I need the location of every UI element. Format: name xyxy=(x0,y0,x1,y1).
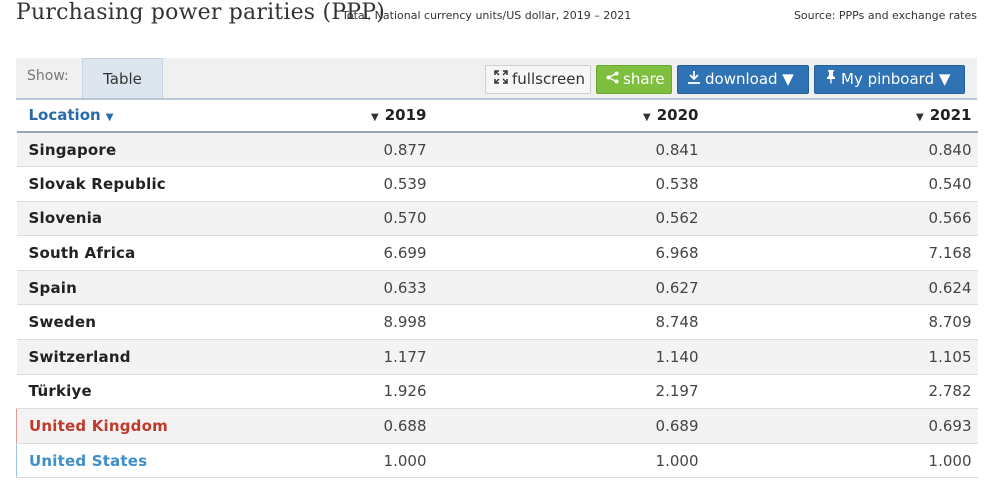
value-cell-2021: 1.105 xyxy=(704,339,978,375)
value-cell-2019: 6.699 xyxy=(196,235,433,271)
fullscreen-icon xyxy=(494,66,508,93)
fullscreen-button[interactable]: fullscreen xyxy=(485,65,591,94)
value-cell-2019: 1.926 xyxy=(196,374,433,410)
table-body: Singapore 0.877 0.841 0.840 Slovak Republic 0… xyxy=(16,132,978,479)
value-cell-2019: 0.570 xyxy=(196,201,433,237)
value-cell-2019: 0.688 xyxy=(196,408,433,444)
pinboard-label: My pinboard ▼ xyxy=(841,70,951,88)
table-row: Spain 0.633 0.627 0.624 xyxy=(16,270,978,306)
value-cell-2021: 0.624 xyxy=(704,270,978,306)
value-cell-2021: 0.566 xyxy=(704,201,978,237)
table-row: Switzerland 1.177 1.140 1.105 xyxy=(16,339,978,375)
pin-icon xyxy=(825,66,837,93)
table-row: Slovenia 0.570 0.562 0.566 xyxy=(16,201,978,237)
table-row: United States 1.000 1.000 1.000 xyxy=(16,443,978,479)
value-cell-2019: 8.998 xyxy=(196,304,433,341)
value-cell-2020: 0.627 xyxy=(432,270,705,306)
value-cell-2020: 2.197 xyxy=(432,374,705,410)
table-row: United Kingdom 0.688 0.689 0.693 xyxy=(16,408,978,444)
location-cell[interactable]: Sweden xyxy=(16,304,197,341)
table-row: Türkiye 1.926 2.197 2.782 xyxy=(16,374,978,410)
tab-table[interactable]: Table xyxy=(82,58,163,98)
location-cell[interactable]: Switzerland xyxy=(16,339,197,375)
toolbar: Show: Table fullscreen share download ▼ … xyxy=(16,58,977,100)
value-cell-2019: 1.177 xyxy=(196,339,433,375)
share-label: share xyxy=(623,70,665,88)
location-cell[interactable]: Türkiye xyxy=(16,374,197,410)
column-header-2020[interactable]: ▼ 2020 xyxy=(432,98,705,133)
page-title: Purchasing power parities (PPP) xyxy=(16,0,386,25)
location-cell[interactable]: South Africa xyxy=(16,235,197,271)
value-cell-2021: 0.540 xyxy=(704,166,978,202)
ppp-table: Location ▼ ▼ 2019 ▼ 2020 ▼ 2021 Singapore 0.8… xyxy=(16,98,978,479)
table-row: Slovak Republic 0.539 0.538 0.540 xyxy=(16,166,978,202)
location-cell[interactable]: Spain xyxy=(16,270,197,306)
source-note: Source: PPPs and exchange rates xyxy=(793,9,977,22)
page-subtitle: Total, National currency units/US dollar… xyxy=(342,9,632,22)
value-cell-2020: 0.841 xyxy=(432,132,705,168)
column-header-2019-label: 2019 xyxy=(384,105,427,124)
chart-header: Purchasing power parities (PPP) Total, N… xyxy=(0,0,1000,40)
location-cell[interactable]: United States xyxy=(16,443,197,479)
value-cell-2020: 8.748 xyxy=(432,304,705,341)
show-label: Show: xyxy=(27,68,69,84)
value-cell-2021: 0.693 xyxy=(704,408,978,444)
location-cell[interactable]: Singapore xyxy=(16,132,197,168)
column-header-2020-label: 2020 xyxy=(656,105,699,124)
value-cell-2021: 2.782 xyxy=(704,374,978,410)
value-cell-2020: 1.000 xyxy=(432,443,705,479)
sort-caret-icon: ▼ xyxy=(105,111,114,123)
location-cell[interactable]: Slovak Republic xyxy=(16,166,197,202)
value-cell-2020: 0.538 xyxy=(432,166,705,202)
value-cell-2019: 0.633 xyxy=(196,270,433,306)
share-icon xyxy=(606,66,619,93)
share-button[interactable]: share xyxy=(596,65,672,94)
value-cell-2019: 0.877 xyxy=(196,132,433,168)
location-cell[interactable]: United Kingdom xyxy=(16,408,197,444)
value-cell-2021: 0.840 xyxy=(704,132,978,168)
table-header-row: Location ▼ ▼ 2019 ▼ 2020 ▼ 2021 xyxy=(16,98,978,133)
column-header-2021-label: 2021 xyxy=(929,105,972,124)
pinboard-button[interactable]: My pinboard ▼ xyxy=(814,65,965,94)
value-cell-2021: 1.000 xyxy=(704,443,978,479)
value-cell-2020: 0.562 xyxy=(432,201,705,237)
value-cell-2021: 7.168 xyxy=(704,235,978,271)
value-cell-2021: 8.709 xyxy=(704,304,978,341)
fullscreen-label: fullscreen xyxy=(512,70,585,88)
download-button[interactable]: download ▼ xyxy=(677,65,809,94)
sort-caret-icon: ▼ xyxy=(916,111,924,123)
value-cell-2020: 1.140 xyxy=(432,339,705,375)
column-header-location[interactable]: Location ▼ xyxy=(16,98,197,133)
value-cell-2020: 6.968 xyxy=(432,235,705,271)
value-cell-2020: 0.689 xyxy=(432,408,705,444)
column-header-location-label: Location xyxy=(28,105,101,124)
sort-caret-icon: ▼ xyxy=(371,111,379,123)
column-header-2019[interactable]: ▼ 2019 xyxy=(196,98,433,133)
download-label: download ▼ xyxy=(705,70,794,88)
table-row: South Africa 6.699 6.968 7.168 xyxy=(16,235,978,271)
value-cell-2019: 0.539 xyxy=(196,166,433,202)
table-row: Singapore 0.877 0.841 0.840 xyxy=(16,132,978,168)
table-row: Sweden 8.998 8.748 8.709 xyxy=(16,304,978,341)
value-cell-2019: 1.000 xyxy=(196,443,433,479)
sort-caret-icon: ▼ xyxy=(643,111,651,123)
column-header-2021[interactable]: ▼ 2021 xyxy=(704,98,978,133)
download-icon xyxy=(687,66,701,93)
location-cell[interactable]: Slovenia xyxy=(16,201,197,237)
